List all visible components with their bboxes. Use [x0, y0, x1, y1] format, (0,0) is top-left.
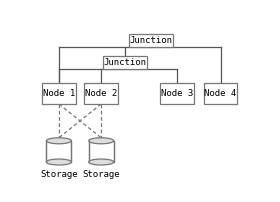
Text: Node 4: Node 4	[204, 89, 237, 98]
Text: Junction: Junction	[130, 36, 172, 45]
Bar	[103, 56, 147, 69]
Ellipse shape	[89, 138, 114, 144]
Bar	[129, 34, 173, 47]
Text: Node 2: Node 2	[85, 89, 117, 98]
Bar	[84, 83, 118, 104]
Text: Node 3: Node 3	[161, 89, 193, 98]
Text: Node 1: Node 1	[43, 89, 75, 98]
Text: Storage: Storage	[40, 170, 78, 179]
Text: Junction: Junction	[104, 58, 146, 67]
Ellipse shape	[46, 138, 71, 144]
Bar	[46, 141, 71, 162]
Ellipse shape	[89, 159, 114, 165]
Bar	[204, 83, 237, 104]
Bar	[160, 83, 194, 104]
Ellipse shape	[46, 159, 71, 165]
Text: Storage: Storage	[82, 170, 120, 179]
Bar	[42, 83, 76, 104]
Bar	[89, 141, 114, 162]
